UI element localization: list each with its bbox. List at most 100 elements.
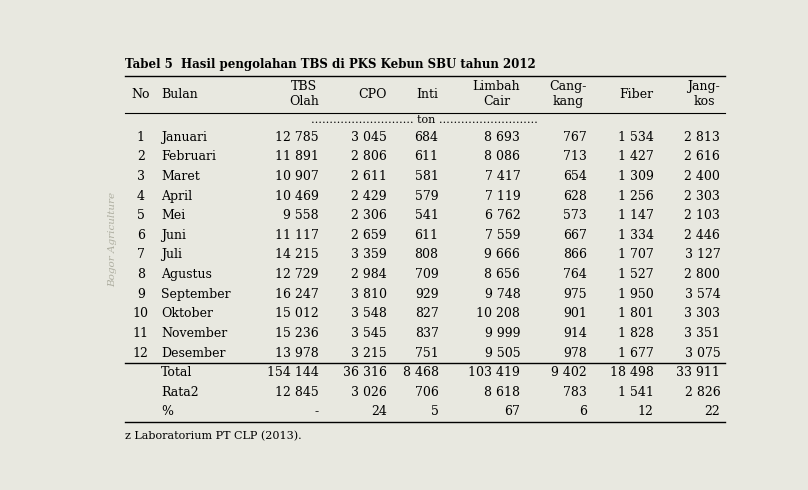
Text: 1 950: 1 950: [618, 288, 654, 301]
Text: 573: 573: [563, 209, 587, 222]
Text: Desember: Desember: [161, 346, 225, 360]
Text: 67: 67: [504, 405, 520, 418]
Text: April: April: [161, 190, 192, 203]
Text: 2 984: 2 984: [351, 268, 387, 281]
Text: 914: 914: [563, 327, 587, 340]
Text: 1 256: 1 256: [618, 190, 654, 203]
Text: Oktober: Oktober: [161, 307, 213, 320]
Text: 975: 975: [563, 288, 587, 301]
Text: 15 236: 15 236: [275, 327, 319, 340]
Text: 33 911: 33 911: [676, 366, 720, 379]
Text: 11: 11: [133, 327, 149, 340]
Text: 9 748: 9 748: [485, 288, 520, 301]
Text: 10: 10: [133, 307, 149, 320]
Text: Agustus: Agustus: [161, 268, 212, 281]
Text: 611: 611: [415, 150, 439, 163]
Text: 18 498: 18 498: [610, 366, 654, 379]
Text: 3 574: 3 574: [684, 288, 720, 301]
Text: Fiber: Fiber: [620, 88, 654, 101]
Text: 808: 808: [415, 248, 439, 262]
Text: 3: 3: [137, 170, 145, 183]
Text: 2 659: 2 659: [351, 229, 387, 242]
Text: Januari: Januari: [161, 131, 207, 144]
Text: -: -: [315, 405, 319, 418]
Text: Juni: Juni: [161, 229, 186, 242]
Text: 3 026: 3 026: [351, 386, 387, 399]
Text: 3 127: 3 127: [684, 248, 720, 262]
Text: 7: 7: [137, 248, 145, 262]
Text: 5: 5: [137, 209, 145, 222]
Text: 581: 581: [415, 170, 439, 183]
Text: 1 534: 1 534: [618, 131, 654, 144]
Text: 628: 628: [563, 190, 587, 203]
Text: 9 666: 9 666: [485, 248, 520, 262]
Text: Tabel 5  Hasil pengolahan TBS di PKS Kebun SBU tahun 2012: Tabel 5 Hasil pengolahan TBS di PKS Kebu…: [124, 58, 536, 71]
Text: TBS
Olah: TBS Olah: [289, 80, 319, 108]
Text: 2 303: 2 303: [684, 190, 720, 203]
Text: 2: 2: [137, 150, 145, 163]
Text: 12 729: 12 729: [276, 268, 319, 281]
Text: Mei: Mei: [161, 209, 185, 222]
Text: 3 545: 3 545: [351, 327, 387, 340]
Text: Bulan: Bulan: [161, 88, 198, 101]
Text: 2 446: 2 446: [684, 229, 720, 242]
Text: 2 800: 2 800: [684, 268, 720, 281]
Text: 13 978: 13 978: [275, 346, 319, 360]
Text: 7 119: 7 119: [485, 190, 520, 203]
Text: 3 351: 3 351: [684, 327, 720, 340]
Text: z Laboratorium PT CLP (2013).: z Laboratorium PT CLP (2013).: [124, 431, 301, 441]
Text: 6: 6: [137, 229, 145, 242]
Text: 2 400: 2 400: [684, 170, 720, 183]
Text: 541: 541: [415, 209, 439, 222]
Text: Februari: Februari: [161, 150, 216, 163]
Text: 764: 764: [563, 268, 587, 281]
Text: 8 086: 8 086: [484, 150, 520, 163]
Text: 6: 6: [579, 405, 587, 418]
Text: 10 208: 10 208: [477, 307, 520, 320]
Text: 10 469: 10 469: [275, 190, 319, 203]
Text: Juli: Juli: [161, 248, 182, 262]
Text: 3 548: 3 548: [351, 307, 387, 320]
Text: 2 616: 2 616: [684, 150, 720, 163]
Text: 9 558: 9 558: [284, 209, 319, 222]
Text: 1 801: 1 801: [617, 307, 654, 320]
Text: 3 045: 3 045: [351, 131, 387, 144]
Text: 12: 12: [638, 405, 654, 418]
Text: 579: 579: [415, 190, 439, 203]
Text: 684: 684: [415, 131, 439, 144]
Text: 1 541: 1 541: [618, 386, 654, 399]
Text: 9 999: 9 999: [485, 327, 520, 340]
Text: November: November: [161, 327, 227, 340]
Text: Maret: Maret: [161, 170, 200, 183]
Text: 1: 1: [137, 131, 145, 144]
Text: 8 468: 8 468: [402, 366, 439, 379]
Text: 9 402: 9 402: [551, 366, 587, 379]
Text: 709: 709: [415, 268, 439, 281]
Text: 2 429: 2 429: [351, 190, 387, 203]
Text: 654: 654: [563, 170, 587, 183]
Text: 706: 706: [415, 386, 439, 399]
Text: Jang-
kos: Jang- kos: [688, 80, 720, 108]
Text: 9: 9: [137, 288, 145, 301]
Text: 15 012: 15 012: [275, 307, 319, 320]
Text: 7 559: 7 559: [485, 229, 520, 242]
Text: 901: 901: [563, 307, 587, 320]
Text: ………………………. ton ………………………: ………………………. ton ………………………: [311, 115, 538, 125]
Text: 2 611: 2 611: [351, 170, 387, 183]
Text: 978: 978: [563, 346, 587, 360]
Text: 1 334: 1 334: [617, 229, 654, 242]
Text: 611: 611: [415, 229, 439, 242]
Text: Total: Total: [161, 366, 192, 379]
Text: 12 785: 12 785: [276, 131, 319, 144]
Text: 3 810: 3 810: [351, 288, 387, 301]
Text: 3 359: 3 359: [351, 248, 387, 262]
Text: 12: 12: [133, 346, 149, 360]
Text: 8: 8: [137, 268, 145, 281]
Text: %: %: [161, 405, 173, 418]
Text: September: September: [161, 288, 230, 301]
Text: 1 147: 1 147: [618, 209, 654, 222]
Text: 2 806: 2 806: [351, 150, 387, 163]
Text: 1 828: 1 828: [618, 327, 654, 340]
Text: 9 505: 9 505: [485, 346, 520, 360]
Text: 1 427: 1 427: [618, 150, 654, 163]
